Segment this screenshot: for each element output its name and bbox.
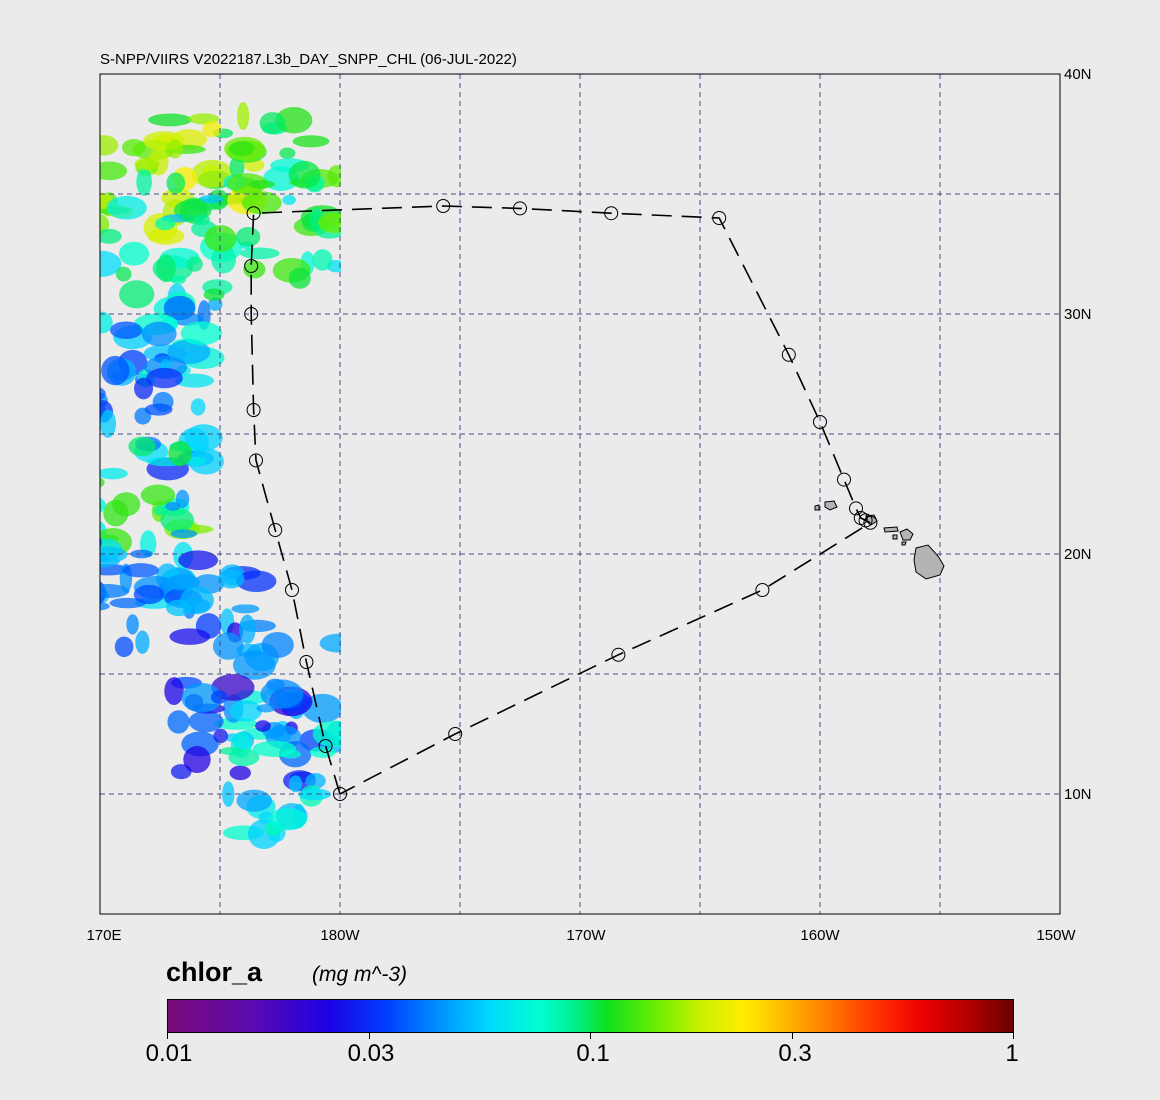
island-lanai xyxy=(892,534,898,540)
station-marker xyxy=(513,201,527,216)
colorbar xyxy=(167,999,1014,1033)
chlorophyll-patch xyxy=(224,106,352,234)
lon-label-160w: 160W xyxy=(800,927,840,944)
lat-label-40n: 40N xyxy=(1064,66,1092,83)
lat-label-10n: 10N xyxy=(1064,786,1092,803)
no-data-region xyxy=(341,74,1060,914)
station-marker xyxy=(318,739,333,753)
colorbar-units: (mg m^-3) xyxy=(312,963,408,986)
island-kahoolawe xyxy=(901,541,907,546)
station-marker xyxy=(299,655,314,669)
cruise-stations xyxy=(244,199,878,801)
colorbar-variable-name: chlor_a xyxy=(166,957,263,987)
station-marker xyxy=(246,403,261,417)
colorbar-label-0-03: 0.03 xyxy=(347,1040,395,1067)
island-maui xyxy=(899,528,914,541)
station-marker xyxy=(849,501,863,516)
chlorophyll-patch xyxy=(164,674,316,792)
station-marker xyxy=(244,307,259,321)
station-marker xyxy=(611,647,626,662)
colorbar-tick xyxy=(1013,1032,1014,1039)
island-niihau xyxy=(814,504,820,511)
colorbar-tick xyxy=(167,1032,168,1039)
plot-frame xyxy=(99,73,1061,915)
colorbar-tick xyxy=(792,1032,793,1039)
island-molokai xyxy=(883,526,899,533)
colorbar-tick xyxy=(369,1032,370,1039)
station-marker xyxy=(837,472,851,487)
station-marker xyxy=(268,523,283,537)
station-marker xyxy=(712,211,727,225)
station-marker xyxy=(781,347,796,362)
lon-label-180w: 180W xyxy=(320,927,360,944)
cruise-track-line xyxy=(250,205,873,795)
lat-label-20n: 20N xyxy=(1064,546,1092,563)
station-marker xyxy=(244,259,259,273)
station-marker xyxy=(249,453,263,468)
station-marker xyxy=(448,727,463,741)
station-marker xyxy=(436,199,451,213)
station-marker xyxy=(604,206,619,221)
island-kauai xyxy=(824,500,838,511)
lon-label-170e: 170E xyxy=(86,927,121,944)
colorbar-tick xyxy=(590,1032,591,1039)
colorbar-label-0-1: 0.1 xyxy=(576,1040,610,1067)
station-marker xyxy=(755,583,770,597)
lon-label-170w: 170W xyxy=(566,927,606,944)
map-title: S-NPP/VIIRS V2022187.L3b_DAY_SNPP_CHL (0… xyxy=(100,51,517,68)
chlorophyll-patch xyxy=(109,550,277,660)
island-hawaii xyxy=(913,544,945,580)
map-canvas: 170E 180W 170W 160W 150W 40N 30N 20N 10N xyxy=(86,66,1092,944)
station-marker xyxy=(285,583,299,597)
colorbar-label-0-01: 0.01 xyxy=(145,1040,193,1067)
station-marker xyxy=(246,206,261,221)
lat-label-30n: 30N xyxy=(1064,306,1092,323)
station-marker xyxy=(333,787,347,801)
colorbar-label-0-3: 0.3 xyxy=(778,1040,812,1067)
lon-label-150w: 150W xyxy=(1036,927,1076,944)
station-marker xyxy=(813,415,827,429)
colorbar-label-1: 1 xyxy=(1005,1040,1019,1067)
station-marker xyxy=(863,515,878,530)
